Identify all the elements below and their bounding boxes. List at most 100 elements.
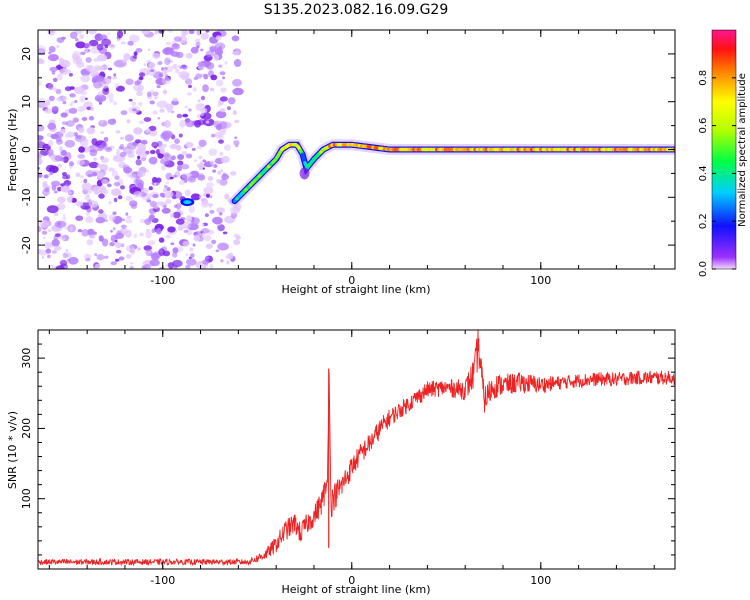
noise-speck bbox=[193, 159, 197, 163]
noise-speck bbox=[177, 160, 184, 166]
noise-speck bbox=[182, 240, 190, 247]
noise-speck bbox=[52, 77, 58, 82]
noise-speck bbox=[125, 196, 133, 201]
noise-speck bbox=[110, 230, 113, 233]
noise-speck bbox=[69, 161, 74, 167]
noise-speck bbox=[189, 247, 194, 252]
x-tick-label: 0 bbox=[348, 574, 355, 587]
colorbar-tick-label: 0.0 bbox=[698, 261, 709, 277]
noise-speck bbox=[85, 212, 91, 216]
noise-speck bbox=[77, 229, 83, 233]
noise-speck bbox=[108, 200, 112, 205]
noise-speck bbox=[204, 213, 209, 218]
noise-speck bbox=[187, 92, 192, 96]
noise-speck bbox=[161, 130, 173, 138]
noise-speck bbox=[120, 224, 127, 229]
noise-speck bbox=[220, 259, 224, 263]
noise-speck bbox=[220, 169, 224, 172]
noise-speck bbox=[44, 108, 53, 114]
noise-speck bbox=[69, 195, 75, 199]
noise-speck bbox=[38, 124, 45, 132]
noise-speck bbox=[98, 120, 108, 127]
noise-speck bbox=[85, 57, 92, 63]
noise-speck bbox=[198, 139, 207, 147]
noise-speck bbox=[205, 120, 210, 124]
noise-speck bbox=[210, 74, 218, 81]
noise-speck bbox=[213, 54, 220, 61]
noise-speck bbox=[46, 254, 51, 259]
noise-speck bbox=[78, 146, 85, 153]
noise-speck bbox=[69, 31, 78, 39]
noise-speck bbox=[133, 191, 143, 198]
noise-speck bbox=[180, 72, 189, 81]
noise-speck bbox=[211, 133, 216, 138]
noise-speck bbox=[91, 138, 98, 146]
noise-speck bbox=[145, 128, 151, 133]
noise-speck bbox=[92, 186, 104, 194]
noise-speck bbox=[127, 40, 134, 46]
noise-speck bbox=[53, 212, 59, 217]
noise-speck bbox=[172, 195, 177, 200]
noise-speck bbox=[65, 120, 75, 127]
noise-speck bbox=[38, 225, 42, 233]
noise-speck bbox=[186, 258, 197, 266]
noise-speck bbox=[81, 117, 88, 121]
noise-speck bbox=[195, 73, 203, 79]
noise-speck bbox=[224, 193, 230, 200]
noise-speck bbox=[177, 154, 185, 160]
noise-speck bbox=[130, 251, 135, 255]
noise-speck bbox=[53, 87, 57, 92]
noise-speck bbox=[56, 139, 63, 145]
noise-speck bbox=[208, 205, 212, 208]
noise-speck bbox=[84, 42, 92, 48]
noise-speck bbox=[51, 250, 57, 254]
noise-speck bbox=[108, 44, 116, 49]
noise-speck bbox=[132, 142, 137, 146]
noise-speck bbox=[233, 59, 242, 67]
noise-speck bbox=[147, 240, 156, 246]
noise-speck bbox=[219, 151, 224, 157]
noise-speck bbox=[44, 241, 52, 249]
noise-speck bbox=[110, 261, 117, 266]
noise-speck bbox=[48, 83, 54, 90]
noise-speck bbox=[165, 194, 171, 199]
noise-speck bbox=[185, 253, 189, 257]
noise-speck bbox=[216, 179, 221, 184]
noise-speck bbox=[151, 132, 154, 135]
noise-speck bbox=[111, 188, 122, 196]
noise-speck bbox=[123, 166, 133, 174]
noise-speck bbox=[96, 97, 103, 103]
noise-speck bbox=[116, 30, 124, 39]
noise-speck bbox=[107, 76, 112, 79]
noise-speck bbox=[108, 67, 113, 71]
noise-speck bbox=[108, 167, 115, 172]
noise-speck bbox=[220, 87, 227, 93]
noise-speck bbox=[77, 105, 86, 112]
noise-speck bbox=[59, 59, 71, 68]
noise-speck bbox=[106, 183, 112, 188]
noise-speck bbox=[87, 228, 95, 236]
noise-speck bbox=[69, 226, 74, 232]
noise-speck bbox=[93, 266, 99, 269]
noise-speck bbox=[204, 256, 210, 260]
noise-speck bbox=[93, 75, 105, 83]
noise-speck bbox=[116, 152, 121, 156]
noise-speck bbox=[146, 229, 151, 232]
noise-speck bbox=[94, 147, 99, 150]
noise-speck bbox=[47, 173, 51, 177]
noise-speck bbox=[120, 185, 125, 190]
noise-speck bbox=[50, 180, 61, 187]
noise-speck bbox=[85, 257, 91, 262]
noise-speck bbox=[38, 45, 46, 54]
noise-speck bbox=[43, 236, 46, 239]
noise-speck bbox=[88, 161, 99, 169]
noise-speck bbox=[154, 182, 157, 186]
noise-speck bbox=[116, 149, 120, 154]
y-tick-label: 200 bbox=[20, 418, 33, 439]
noise-speck bbox=[88, 200, 99, 208]
noise-speck bbox=[164, 66, 168, 71]
noise-speck bbox=[62, 216, 67, 221]
noise-speck bbox=[169, 176, 174, 180]
noise-speck bbox=[75, 41, 86, 49]
noise-speck bbox=[197, 99, 201, 103]
